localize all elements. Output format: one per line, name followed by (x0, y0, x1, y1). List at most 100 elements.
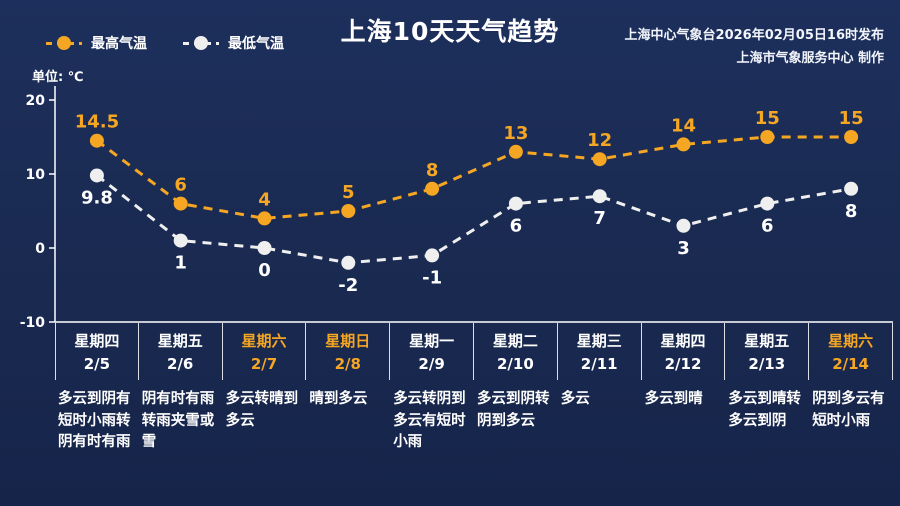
low-temp-value: 6 (510, 216, 523, 237)
cell-head: 星期日 2/8 (306, 323, 391, 380)
low-temp-value: 6 (761, 216, 774, 237)
weather-description: 晴到多云 (309, 391, 368, 407)
high-temp-value: 15 (839, 108, 864, 129)
weekday-label: 星期二 (492, 332, 538, 350)
low-temp-point (341, 255, 356, 270)
legend-item-high: 最高气温 (46, 33, 147, 53)
cell-head: 星期六 2/7 (223, 323, 307, 380)
high-temp-value: 6 (174, 175, 187, 196)
y-tick-label: -10 (20, 315, 46, 330)
weather-description: 多云到晴 (644, 391, 703, 407)
date-label: 2/12 (664, 355, 702, 373)
weather-description: 阴到多云有短时小雨 (812, 391, 885, 429)
forecast-cell: 星期二 2/10 多云到阴转阴到多云 (474, 323, 558, 454)
weekday-label: 星期六 (241, 332, 287, 350)
high-temp-point (173, 196, 188, 211)
cell-head: 星期一 2/9 (390, 323, 474, 380)
cell-head: 星期五 2/13 (725, 323, 810, 380)
date-label: 2/7 (250, 355, 278, 373)
low-temp-value: 3 (677, 238, 690, 259)
forecast-day-grid: 星期四 2/5 多云到阴有短时小雨转阴有时有雨 星期五 2/6 阴有时有雨转雨夹雪或雪 星期… (55, 323, 893, 454)
weather-description: 多云转晴到多云 (225, 391, 299, 429)
y-tick-label: 20 (26, 93, 46, 109)
high-temp-value: 14 (671, 115, 696, 136)
low-temp-value: 8 (845, 201, 858, 222)
weekday-label: 星期四 (74, 332, 120, 350)
page-title: 上海10天天气趋势 (340, 17, 560, 46)
date-label: 2/8 (334, 355, 361, 373)
high-temp-value: 14.5 (75, 112, 119, 133)
weather-description: 多云到晴转多云到阴 (728, 391, 801, 429)
weather-description: 多云转阴到多云有短时小雨 (393, 391, 466, 450)
low-temp-point (592, 189, 607, 204)
weekday-label: 星期四 (660, 332, 706, 350)
high-temp-point (508, 144, 523, 159)
date-label: 2/13 (748, 355, 786, 373)
forecast-cell: 星期三 2/11 多云 (558, 323, 642, 454)
low-temp-line (95, 174, 852, 265)
source-info: 上海中心气象台2026年02月05日16时发布 上海市气象服务中心 制作 (625, 24, 884, 70)
low-temp-point (676, 218, 691, 233)
date-label: 2/6 (167, 355, 194, 373)
weekday-label: 星期三 (576, 332, 622, 350)
date-label: 2/11 (580, 355, 618, 373)
low-temp-legend-marker-icon (183, 36, 219, 51)
forecast-cell: 星期五 2/13 多云到晴转多云到阴 (725, 323, 810, 454)
legend-item-low: 最低气温 (183, 33, 284, 53)
weather-description: 多云到阴有短时小雨转阴有时有雨 (58, 391, 131, 450)
forecast-cell: 星期日 2/8 晴到多云 (306, 323, 391, 454)
date-label: 2/10 (497, 355, 534, 373)
date-label: 2/9 (418, 355, 445, 373)
date-label: 2/14 (832, 355, 869, 373)
low-temp-point (760, 196, 775, 211)
forecast-cell: 星期一 2/9 多云转阴到多云有短时小雨 (390, 323, 474, 454)
low-temp-point (173, 233, 188, 248)
forecast-cell: 星期四 2/5 多云到阴有短时小雨转阴有时有雨 (55, 323, 139, 454)
dot-icon (194, 36, 208, 50)
forecast-cell: 星期四 2/12 多云到晴 (642, 323, 726, 454)
y-tick-label: 0 (35, 241, 45, 257)
high-temp-point (257, 211, 272, 226)
low-temp-value: 0 (258, 260, 271, 281)
low-temp-point (508, 196, 523, 211)
cell-head: 星期四 2/5 (55, 323, 139, 380)
chart-legend: 最高气温 最低气温 (46, 33, 284, 53)
cell-head: 星期三 2/11 (558, 323, 642, 380)
cell-head: 星期五 2/6 (139, 323, 223, 380)
low-temp-value: 7 (593, 208, 606, 229)
forecast-cell: 星期五 2/6 阴有时有雨转雨夹雪或雪 (139, 323, 223, 454)
high-temp-value: 5 (342, 182, 355, 203)
high-temp-line (95, 135, 852, 220)
weather-description: 多云到阴转阴到多云 (477, 391, 550, 429)
low-temp-point (425, 248, 440, 263)
weekday-label: 星期六 (828, 332, 874, 350)
high-temp-value: 15 (755, 108, 780, 129)
high-temp-point (760, 130, 775, 144)
forecast-cell: 星期六 2/7 多云转晴到多云 (223, 323, 307, 454)
cell-head: 星期四 2/12 (642, 323, 726, 380)
legend-label-high: 最高气温 (91, 36, 147, 52)
low-temp-value: 9.8 (81, 187, 113, 208)
high-temp-point (341, 204, 356, 218)
low-temp-value: -2 (338, 275, 358, 296)
low-temp-point (844, 181, 859, 196)
high-temp-legend-marker-icon (46, 36, 82, 51)
y-tick-label: 10 (26, 167, 46, 183)
high-temp-value: 8 (426, 160, 439, 181)
low-temp-point (89, 168, 104, 183)
weekday-label: 星期日 (325, 332, 371, 350)
high-temp-point (425, 181, 440, 196)
weather-description: 多云 (560, 391, 590, 407)
low-temp-value: 1 (174, 253, 187, 274)
weather-description: 阴有时有雨转雨夹雪或雪 (141, 391, 215, 450)
high-temp-point (592, 152, 607, 167)
cell-head: 星期二 2/10 (474, 323, 558, 380)
unit-label: 单位: ℃ (32, 70, 84, 85)
source-line-1: 上海中心气象台2026年02月05日16时发布 (624, 28, 884, 43)
weekday-label: 星期五 (157, 332, 203, 350)
high-temp-value: 4 (258, 189, 271, 210)
high-temp-value: 13 (503, 123, 528, 144)
weekday-label: 星期一 (409, 332, 455, 350)
